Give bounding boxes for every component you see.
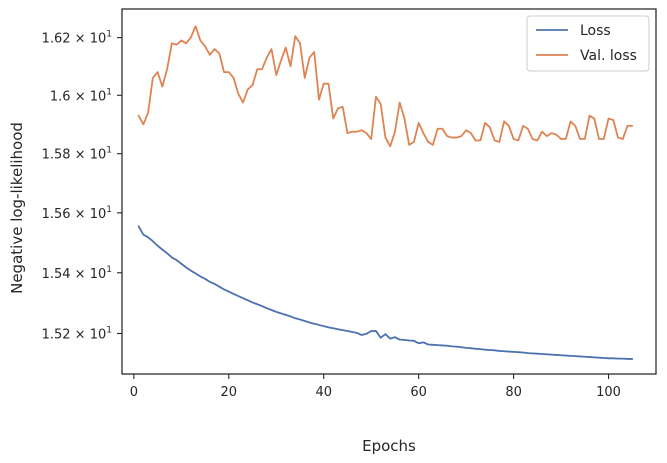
plot-frame [121,8,657,375]
x-tick-label-40: 40 [315,385,332,400]
legend: Loss Val. loss [526,15,650,72]
y-axis-label: Negative log-likelihood [8,122,26,294]
series-line-loss [137,225,634,360]
x-tick-label-80: 80 [505,385,522,400]
series-line-val-loss [137,25,634,148]
legend-label-val-loss: Val. loss [580,48,637,64]
x-tick-label-20: 20 [221,385,238,400]
x-tick-label-0: 0 [130,385,138,400]
legend-label-loss: Loss [580,23,611,39]
x-tick-label-60: 60 [410,385,427,400]
y-tick-label-1.58: 1.58 × 101 [42,146,112,163]
y-tick-label-1.54: 1.54 × 101 [42,265,112,282]
y-tick-label-1.56: 1.56 × 101 [42,205,112,222]
series-layer [137,25,634,360]
x-tick-label-100: 100 [596,385,621,400]
y-tick-label-1.52: 1.52 × 101 [42,325,112,342]
y-tick-label-1.6: 1.6 × 101 [50,87,112,104]
ticks-layer: 0 20 40 60 80 100 1.52 × 101 1.54 × 101 1.56 × 1… [42,30,621,400]
x-axis-label: Epochs [362,437,416,455]
y-tick-label-1.62: 1.62 × 101 [42,30,112,47]
